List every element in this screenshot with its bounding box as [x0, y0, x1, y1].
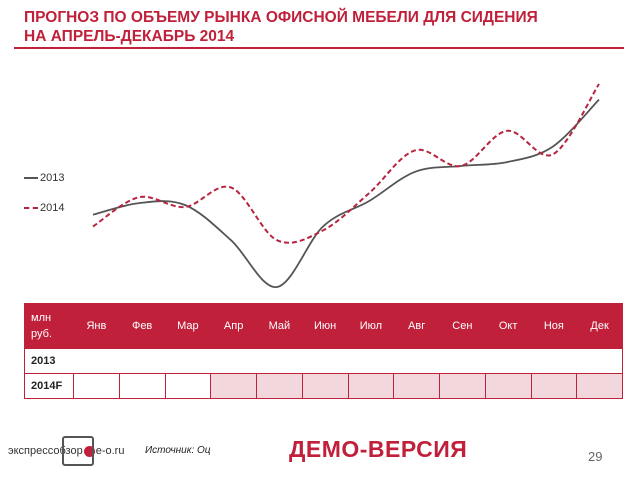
series-line-2014 — [92, 83, 600, 244]
month-header: Апр — [210, 303, 257, 349]
table-cell — [164, 373, 212, 399]
line-chart — [92, 83, 600, 288]
page-number: 29 — [588, 449, 603, 464]
table-row: 2014F — [24, 373, 623, 399]
table-cell — [256, 373, 303, 399]
table-cell — [576, 348, 623, 374]
legend-label-2014: 2014 — [40, 202, 65, 214]
legend-swatch-2014 — [24, 207, 38, 209]
table-cell — [118, 373, 166, 399]
month-header: Май — [256, 303, 303, 349]
demo-watermark: ДЕМО-ВЕРСИЯ — [289, 436, 468, 462]
logo-text-right: e-o.ru — [95, 445, 125, 457]
unit-header: млн руб. — [24, 303, 74, 349]
table-cell — [530, 373, 578, 399]
table-header-row: млн руб. Янв Фев Мар Апр Май Июн Июл Авг Сен Окт Н… — [24, 303, 623, 349]
title-line-1: ПРОГНОЗ ПО ОБЪЕМУ РЫНКА ОФИСНОЙ МЕБЕЛИ Д… — [24, 9, 538, 26]
table-cell — [210, 348, 257, 374]
table-cell — [439, 373, 486, 399]
table-cell — [165, 348, 211, 374]
legend-label-2013: 2013 — [40, 172, 65, 184]
table-cell — [302, 348, 348, 374]
table-cell — [348, 348, 394, 374]
legend-item-2013: 2013 — [24, 170, 64, 186]
title-line-2: НА АПРЕЛЬ-ДЕКАБРЬ 2014 — [24, 28, 235, 45]
table-cell — [73, 348, 120, 374]
logo-dot-icon — [83, 445, 95, 457]
table-cell — [210, 373, 257, 399]
table-cell — [531, 348, 577, 374]
legend-item-2014: 2014 — [24, 200, 64, 216]
logo-text-left: экспрессобзор — [8, 445, 83, 457]
table-cell — [301, 373, 349, 399]
table-cell — [119, 348, 165, 374]
table-cell — [485, 348, 531, 374]
table-cell — [576, 373, 623, 399]
logo: экспрессобзор e-o.ru — [8, 436, 124, 466]
row-label: 2014F — [24, 373, 74, 399]
slide-title: ПРОГНОЗ ПО ОБЪЕМУ РЫНКА ОФИСНОЙ МЕБЕЛИ Д… — [24, 8, 624, 46]
month-header: Мар — [164, 303, 212, 349]
month-header: Сен — [439, 303, 486, 349]
table-cell — [256, 348, 303, 374]
table-cell — [73, 373, 120, 399]
logo-frame-icon — [62, 436, 94, 466]
month-header: Ноя — [530, 303, 578, 349]
table-row: 2013 — [24, 348, 623, 374]
series-line-2013 — [92, 98, 600, 288]
chart-legend: 2013 2014 — [24, 170, 64, 230]
month-header: Янв — [73, 303, 120, 349]
legend-swatch-2013 — [24, 177, 38, 179]
month-header: Фев — [118, 303, 166, 349]
month-header: Окт — [484, 303, 532, 349]
table-cell — [347, 373, 395, 399]
month-header: Дек — [576, 303, 623, 349]
row-label: 2013 — [24, 348, 74, 374]
table-cell — [393, 373, 440, 399]
source-note: Источник: Оц — [145, 445, 211, 456]
month-header: Июн — [301, 303, 349, 349]
data-table: млн руб. Янв Фев Мар Апр Май Июн Июл Авг Сен Окт Н… — [24, 303, 623, 399]
month-header: Июл — [347, 303, 395, 349]
month-header: Авг — [393, 303, 440, 349]
table-cell — [484, 373, 532, 399]
table-cell — [393, 348, 440, 374]
table-cell — [439, 348, 486, 374]
title-divider — [14, 47, 624, 49]
